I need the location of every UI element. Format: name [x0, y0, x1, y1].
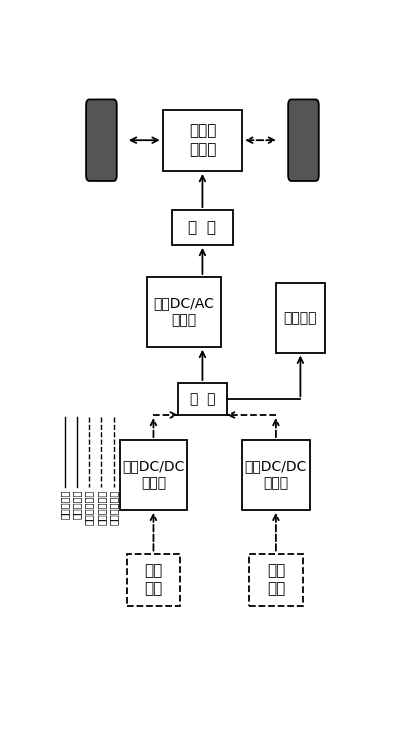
Bar — [172, 210, 233, 245]
Text: 制动耗散能量: 制动耗散能量 — [96, 489, 106, 525]
Text: 动力需求功率: 动力需求功率 — [109, 489, 118, 525]
Bar — [242, 440, 310, 510]
Text: 机械传
动装置: 机械传 动装置 — [189, 123, 216, 157]
FancyBboxPatch shape — [86, 100, 117, 181]
Bar — [147, 277, 221, 347]
Bar — [120, 440, 187, 510]
Text: 单向DC/DC
变换器: 单向DC/DC 变换器 — [122, 459, 184, 491]
Text: 双向DC/DC
变换器: 双向DC/DC 变换器 — [245, 459, 307, 491]
Text: 能源功率流: 能源功率流 — [72, 489, 82, 519]
Bar — [276, 283, 325, 352]
Text: 车载空调: 车载空调 — [284, 311, 317, 325]
Text: 动力
电池: 动力 电池 — [267, 563, 285, 596]
Bar — [178, 383, 227, 415]
Text: 总  线: 总 线 — [190, 392, 215, 406]
FancyBboxPatch shape — [288, 100, 319, 181]
Text: 电  机: 电 机 — [188, 220, 216, 235]
Bar — [249, 553, 303, 606]
Text: 燃料
电池: 燃料 电池 — [144, 563, 163, 596]
Text: 再生制动能量: 再生制动能量 — [84, 489, 94, 525]
Text: 双向DC/AC
变换器: 双向DC/AC 变换器 — [154, 296, 214, 327]
Text: 总线功率流: 总线功率流 — [60, 489, 70, 519]
Bar — [163, 110, 242, 171]
Bar — [127, 553, 180, 606]
